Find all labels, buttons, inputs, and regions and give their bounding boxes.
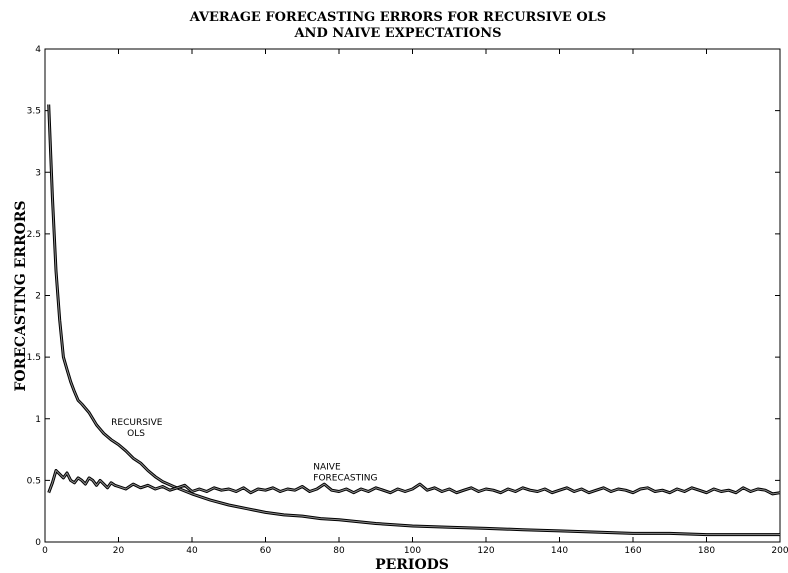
- x-tick-label: 200: [771, 546, 788, 556]
- y-tick-label: 2.5: [27, 230, 41, 240]
- x-axis-label: PERIODS: [375, 557, 449, 573]
- x-tick-label: 60: [260, 546, 272, 556]
- annotation-text: OLS: [127, 429, 145, 439]
- chart-title-line2: AND NAIVE EXPECTATIONS: [293, 26, 501, 41]
- x-tick-label: 120: [477, 546, 494, 556]
- naive-forecasting-line-highlight: [48, 470, 781, 495]
- recursive-ols-line: [47, 104, 780, 537]
- annotation-text: NAIVE: [313, 462, 341, 472]
- y-tick-label: 4: [35, 45, 41, 55]
- x-tick-label: 140: [551, 546, 568, 556]
- naive-forecasting-line: [47, 469, 781, 496]
- y-axis-ticks: 0 0.5 1 1.5 2 2.5 3 3.5 4: [27, 45, 780, 548]
- annotation-text: FORECASTING: [313, 473, 377, 483]
- y-tick-label: 0: [35, 538, 41, 548]
- y-tick-label: 2: [35, 292, 41, 302]
- x-tick-label: 180: [698, 546, 715, 556]
- x-tick-label: 80: [333, 546, 345, 556]
- y-axis-label: FORECASTING ERRORS: [13, 200, 29, 391]
- x-tick-label: 40: [186, 546, 198, 556]
- annotation-text: RECURSIVE: [111, 418, 163, 428]
- x-tick-label: 160: [624, 546, 641, 556]
- x-tick-label: 100: [404, 546, 421, 556]
- y-tick-label: 1: [35, 415, 41, 425]
- y-tick-label: 0.5: [27, 476, 41, 486]
- chart-title-line1: AVERAGE FORECASTING ERRORS FOR RECURSIVE…: [189, 10, 606, 25]
- recursive-ols-line-highlight: [48, 104, 780, 536]
- y-tick-label: 3: [35, 168, 41, 178]
- x-tick-label: 0: [42, 546, 48, 556]
- series-layer: [47, 104, 781, 537]
- y-tick-label: 3.5: [27, 107, 41, 117]
- x-axis-ticks: 0 20 40 60 80 100 120 140 160 180 200: [42, 49, 788, 556]
- plot-area-frame: [44, 48, 781, 543]
- x-tick-label: 20: [113, 546, 125, 556]
- y-tick-label: 1.5: [27, 353, 41, 363]
